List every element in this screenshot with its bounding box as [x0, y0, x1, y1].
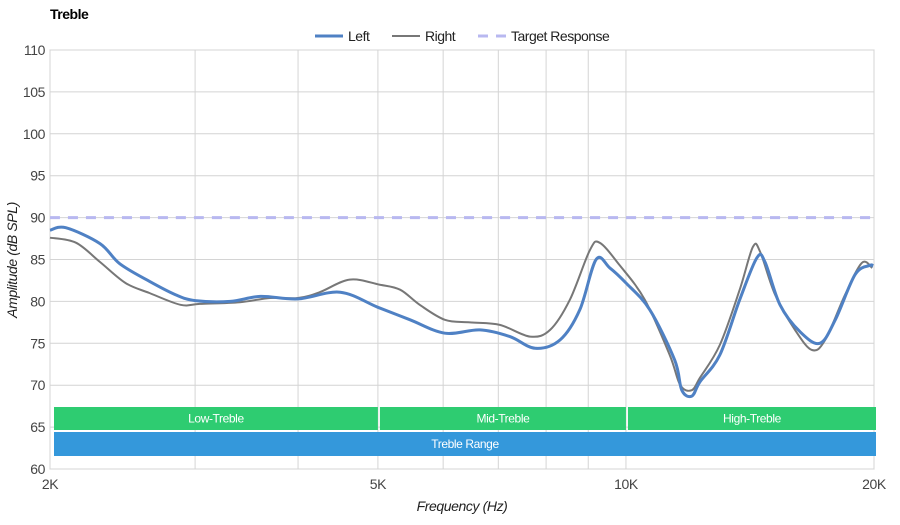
- y-tick-label: 95: [30, 168, 45, 184]
- y-tick-label: 65: [30, 419, 45, 435]
- x-tick-label: 2K: [42, 476, 59, 492]
- grid: [49, 49, 875, 470]
- band-mid-treble: [379, 407, 626, 430]
- axes: 60 65 70 75 80 85 90 95 100 105 110 2K 5K 10K 20K: [23, 42, 887, 492]
- legend-label: Target Response: [511, 28, 610, 44]
- band-label: High-Treble: [723, 412, 782, 426]
- x-tick-label: 10K: [614, 476, 639, 492]
- y-tick-label: 70: [30, 377, 45, 393]
- y-tick-label: 80: [30, 293, 45, 309]
- chart-title: Treble: [50, 6, 89, 22]
- band-treble-range: [54, 432, 876, 456]
- legend-label: Right: [425, 28, 456, 44]
- band-high-treble: [627, 407, 876, 430]
- y-tick-label: 90: [30, 210, 45, 226]
- x-tick-label: 20K: [862, 476, 887, 492]
- legend-label: Left: [348, 28, 370, 44]
- y-tick-label: 100: [23, 126, 46, 142]
- band-label: Treble Range: [431, 437, 499, 451]
- frequency-bands: Low-Treble Mid-Treble High-Treble Treble Ra…: [54, 407, 876, 456]
- x-tick-label: 5K: [370, 476, 387, 492]
- y-tick-label: 60: [30, 461, 45, 477]
- band-low-treble: [54, 407, 378, 430]
- series-line-right: [49, 236, 873, 392]
- y-tick-label: 105: [23, 84, 46, 100]
- y-tick-label: 85: [30, 252, 45, 268]
- series-line-left: [49, 225, 875, 399]
- y-axis-label: Amplitude (dB SPL): [4, 202, 20, 319]
- band-label: Mid-Treble: [476, 412, 530, 426]
- series: [49, 216, 875, 399]
- y-tick-label: 110: [24, 42, 46, 58]
- x-axis-label: Frequency (Hz): [417, 498, 508, 514]
- y-tick-label: 75: [30, 335, 45, 351]
- band-label: Low-Treble: [188, 412, 244, 426]
- legend: Left Right Target Response: [315, 28, 611, 44]
